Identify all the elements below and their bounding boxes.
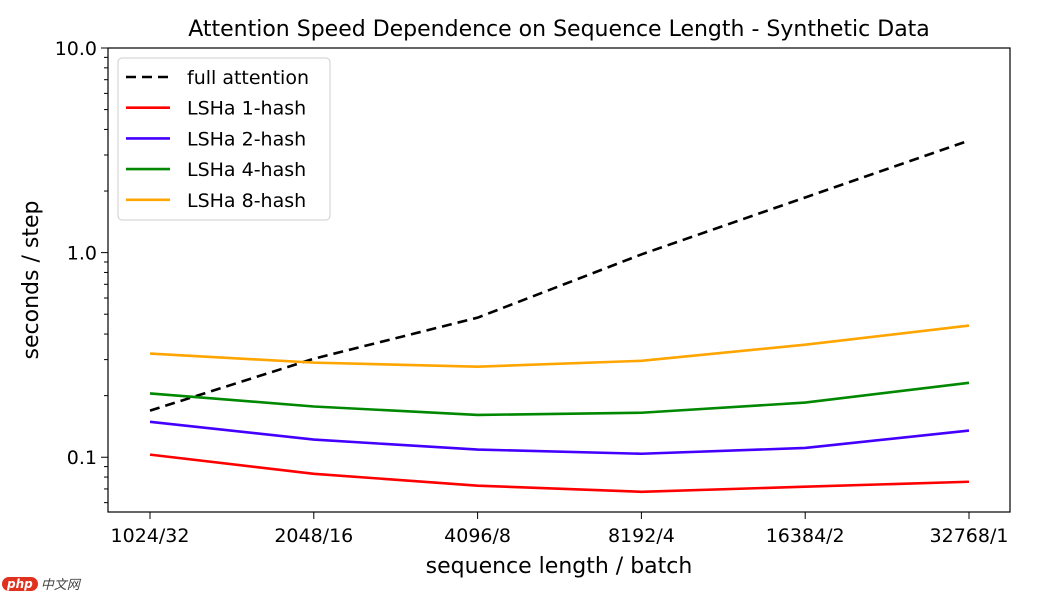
y-tick-label: 1.0 — [67, 243, 97, 265]
watermark-text: 中文网 — [40, 578, 80, 593]
x-tick-label: 1024/32 — [111, 525, 190, 547]
legend-label: LSHa 8-hash — [187, 190, 306, 212]
x-tick-label: 32768/1 — [930, 525, 1009, 547]
x-tick-label: 8192/4 — [608, 525, 675, 547]
watermark-badge: php — [2, 576, 38, 591]
x-tick-label: 16384/2 — [766, 525, 845, 547]
legend-box — [117, 57, 331, 221]
x-axis-label: sequence length / batch — [426, 554, 693, 579]
x-tick-label: 4096/8 — [444, 525, 511, 547]
legend-label: LSHa 4-hash — [187, 159, 306, 181]
plot-frame — [107, 47, 1011, 513]
y-tick-label: 0.1 — [67, 447, 97, 469]
y-tick-label: 10.0 — [55, 38, 97, 60]
x-tick-label: 2048/16 — [274, 525, 353, 547]
watermark: php 中文网 — [2, 574, 80, 593]
legend-label: full attention — [187, 67, 309, 89]
legend: full attention LSHa 1-hash LSHa 2-hash LSHa… — [117, 57, 331, 221]
series-line-lsha-1-hash — [149, 453, 970, 494]
y-axis-label: seconds / step — [19, 201, 44, 360]
chart-title: Attention Speed Dependence on Sequence L… — [188, 17, 930, 42]
legend-label: LSHa 2-hash — [187, 128, 306, 150]
series-line-lsha-8-hash — [149, 324, 970, 369]
series-line-lsha-4-hash — [149, 381, 970, 417]
series-line-lsha-2-hash — [149, 420, 970, 456]
legend-label: LSHa 1-hash — [187, 98, 306, 120]
